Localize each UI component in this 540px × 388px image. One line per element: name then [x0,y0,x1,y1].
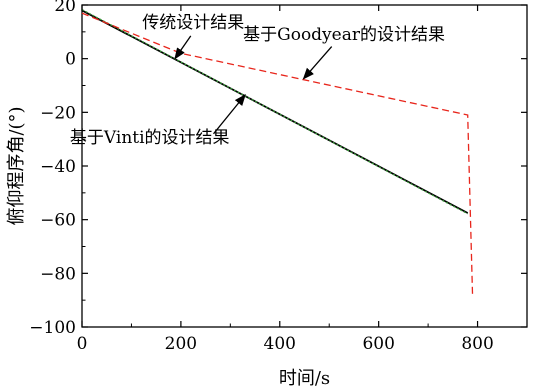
annotation-arrow-3 [213,93,246,135]
x-axis-label: 时间/s [279,368,330,388]
plot-frame [81,4,528,328]
y-tick-label: 20 [54,0,76,16]
y-tick-label: −60 [40,211,76,231]
annotation-label-1: 传统设计结果 [142,13,244,33]
series-line-3 [81,12,474,298]
x-tick-label: 0 [77,334,88,354]
annotation-arrow-2 [302,46,333,80]
series-line-2 [81,9,469,215]
series-layer [81,9,474,298]
y-tick-label: −100 [29,318,76,338]
plot-border [81,4,528,328]
annotation-label-3: 基于Vinti的设计结果 [70,128,230,148]
annotation-arrow-1 [174,35,192,60]
y-tick-label: −80 [40,264,76,284]
annotation-label-2: 基于Goodyear的设计结果 [243,25,445,45]
x-tick-label: 200 [165,334,197,354]
y-axis-label: 俯仰程序角/(°) [6,106,27,225]
x-tick-label: 400 [264,334,296,354]
y-tick-label: −20 [40,103,76,123]
y-tick-label: 0 [65,50,76,70]
y-tick-label: −40 [40,157,76,177]
x-tick-label: 800 [461,334,493,354]
x-tick-label: 600 [362,334,394,354]
